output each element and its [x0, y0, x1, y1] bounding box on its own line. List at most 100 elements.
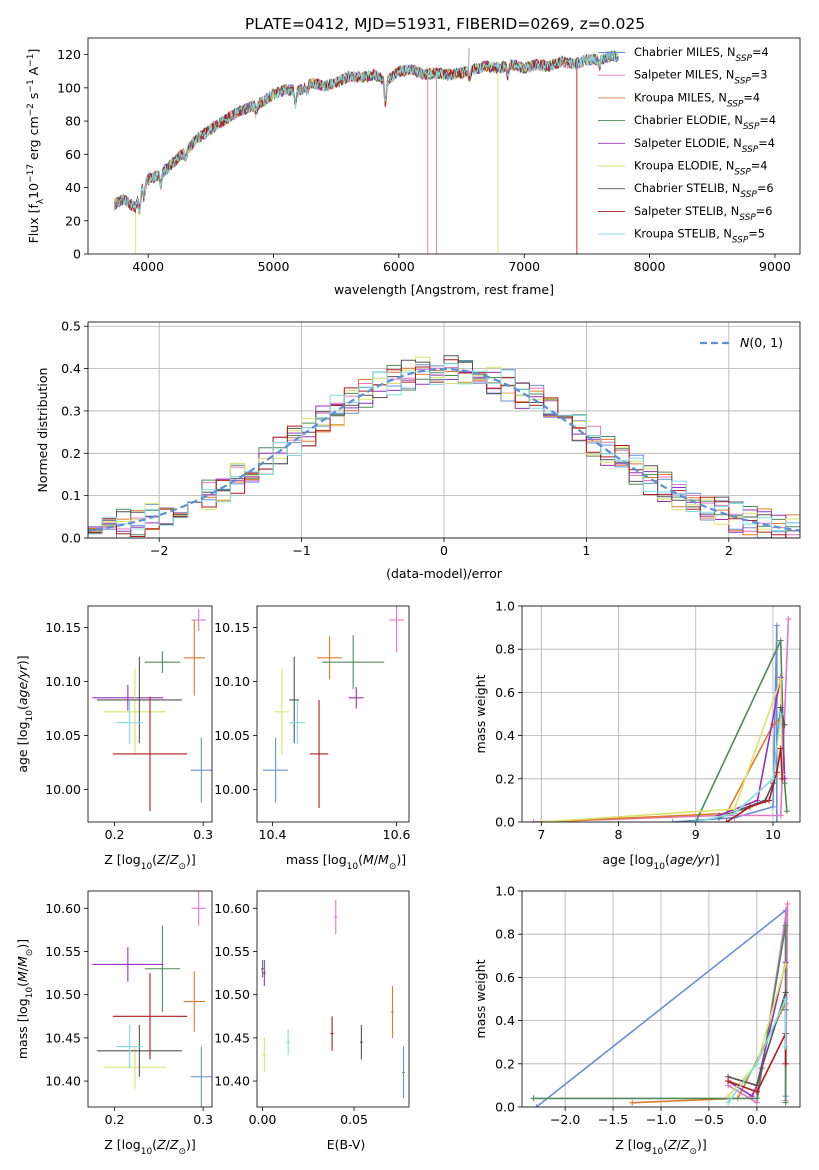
- x-tick-label: 0.0: [747, 1112, 767, 1127]
- weight-line: [718, 677, 786, 817]
- x-axis-label: wavelength [Angstrom, rest frame]: [334, 282, 554, 297]
- x-tick-label: 4000: [132, 259, 164, 274]
- weight-line: [726, 748, 783, 822]
- x-tick-label: −2.0: [550, 1112, 580, 1127]
- x-tick-label: 0: [440, 543, 448, 558]
- x-tick-label: 9: [692, 827, 700, 842]
- y-axis-label: age [log10(age/yr)]: [15, 655, 35, 772]
- errorbar-chabrier-stelib: [96, 1024, 182, 1077]
- y-tick-label: 10.60: [214, 901, 250, 916]
- panel-massweight_vs_Z: −2.0 −1.5 −1.0 −0.5 0.0 0.0 0.2 0.4 0.6 0.8 1.0 Z […: [473, 884, 801, 1157]
- y-tick-label: 10.40: [214, 1074, 250, 1089]
- errorbar-salpeter-stelib: [330, 1016, 334, 1051]
- histogram-kroupa-stelib: [88, 363, 800, 538]
- errorbar-salpeter-stelib: [112, 696, 188, 812]
- x-tick-label: 10.4: [259, 827, 287, 842]
- y-tick-label: 0.0: [495, 815, 515, 830]
- x-tick-label: −1: [292, 543, 310, 558]
- plot-area: [530, 615, 792, 822]
- x-axis-label: E(B-V): [327, 1137, 366, 1152]
- legend-label: Chabrier MILES, NSSP=4: [634, 46, 769, 64]
- errorbar-salpeter-elodie: [92, 684, 164, 711]
- axes-frame: [87, 321, 801, 539]
- plot-area: [260, 899, 406, 1099]
- y-tick-label: 20: [65, 213, 81, 228]
- panel-residuals: −2 −1 0 1 2 0.0 0.1 0.2 0.3 0.4 0.5 N(0, 1) (data-mo…: [35, 319, 801, 581]
- x-tick-label: 7: [537, 827, 545, 842]
- errorbar-chabrier-elodie: [144, 925, 181, 1012]
- errorbar-kroupa-stelib: [116, 1024, 143, 1069]
- y-tick-label: 10.15: [214, 620, 250, 635]
- plot-area: [92, 609, 212, 812]
- axes-frame: [87, 890, 213, 1108]
- y-tick-label: 0.1: [61, 488, 81, 503]
- errorbar-chabrier-stelib: [359, 1024, 363, 1060]
- plot-area: [113, 47, 619, 254]
- plot-area: [263, 606, 405, 808]
- panel-mass_vs_Z: 0.2 0.3 10.40 10.45 10.50 10.55 10.60 Z [log10(…: [15, 890, 213, 1157]
- panel-mass_vs_EBV: 0.00 0.05 10.40 10.45 10.50 10.55 10.60 E(B-V): [214, 890, 410, 1152]
- weight-line: [672, 625, 778, 822]
- panel-age_vs_Z: 0.2 0.3 10.00 10.05 10.10 10.15 Z [log10(Z/Z⊙)…: [15, 605, 213, 872]
- y-tick-label: 10.45: [45, 1030, 81, 1045]
- legend-label: Kroupa ELODIE, NSSP=4: [634, 160, 768, 178]
- y-tick-label: 100: [57, 80, 81, 95]
- y-tick-label: 0.2: [61, 446, 81, 461]
- x-tick-label: 5000: [258, 259, 290, 274]
- y-tick-label: 0.4: [495, 1013, 515, 1028]
- plot-area: [92, 891, 212, 1107]
- y-axis-label: mass weight: [473, 959, 488, 1038]
- legend-label: Chabrier STELIB, NSSP=6: [634, 182, 774, 200]
- axes-frame: [521, 890, 801, 1108]
- spectrum-kroupa-stelib: [113, 51, 619, 213]
- weight-series-chabrier-miles: [669, 622, 780, 822]
- errorbar-salpeter-stelib: [112, 973, 188, 1060]
- errorbar-salpeter-elodie: [92, 947, 164, 982]
- x-tick-label: 8000: [634, 259, 666, 274]
- errorbar-salpeter-stelib: [309, 699, 329, 808]
- errorbar-chabrier-stelib: [96, 656, 182, 744]
- y-tick-label: 0.4: [495, 728, 515, 743]
- y-tick-label: 60: [65, 147, 81, 162]
- y-tick-label: 10.50: [45, 987, 81, 1002]
- y-tick-label: 120: [57, 47, 81, 62]
- panel-age_vs_mass: 10.4 10.6 10.00 10.05 10.10 10.15 mass [log10(…: [214, 605, 411, 872]
- errorbar-kroupa-miles: [183, 971, 205, 1032]
- weight-series-salpeter-miles: [530, 615, 792, 822]
- y-axis-label: mass weight: [473, 674, 488, 753]
- x-tick-label: 7000: [508, 259, 540, 274]
- errorbar-salpeter-elodie: [262, 960, 266, 987]
- plot-area: [530, 900, 791, 1107]
- panel-massweight_vs_age: 7 8 9 10 0.0 0.2 0.4 0.6 0.8 1.0 age [log10(age/yr…: [473, 599, 801, 872]
- errorbar-kroupa-miles: [391, 986, 395, 1038]
- weight-line: [695, 713, 782, 822]
- x-axis-label: Z [log10(Z/Z⊙)]: [104, 852, 196, 872]
- errorbar-kroupa-elodie: [103, 1045, 166, 1089]
- y-tick-label: 0.2: [495, 1056, 515, 1071]
- y-tick-label: 10.10: [45, 674, 81, 689]
- y-tick-label: 0.6: [495, 685, 515, 700]
- y-tick-label: 1.0: [495, 884, 515, 899]
- errorbar-salpeter-miles: [191, 891, 206, 926]
- legend-label: Salpeter ELODIE, NSSP=4: [634, 137, 775, 155]
- y-tick-label: 10.15: [45, 620, 81, 635]
- y-tick-label: 0.2: [495, 771, 515, 786]
- y-axis-label: mass [log10(M/M⊙)]: [15, 939, 35, 1059]
- x-axis-label: Z [log10(Z/Z⊙)]: [104, 1137, 196, 1157]
- emission-line: [467, 47, 470, 75]
- weight-line: [541, 679, 783, 822]
- y-tick-label: 0.0: [61, 531, 81, 546]
- x-tick-label: 0.05: [340, 1112, 368, 1127]
- y-tick-label: 0.5: [61, 319, 81, 334]
- weight-line: [727, 998, 787, 1104]
- y-tick-label: 0.3: [61, 403, 81, 418]
- y-axis-label: Normed distribution: [35, 368, 50, 493]
- x-tick-label: 0.3: [193, 827, 213, 842]
- x-axis-label: (data-model)/error: [386, 566, 503, 581]
- x-axis-label: age [log10(age/yr)]: [602, 852, 719, 872]
- errorbar-kroupa-elodie: [274, 668, 290, 756]
- x-axis-label: mass [log10(M/M⊙)]: [286, 852, 406, 872]
- errorbar-chabrier-stelib: [289, 656, 300, 744]
- weight-series-kroupa-stelib: [692, 711, 784, 822]
- y-tick-label: 10.55: [45, 944, 81, 959]
